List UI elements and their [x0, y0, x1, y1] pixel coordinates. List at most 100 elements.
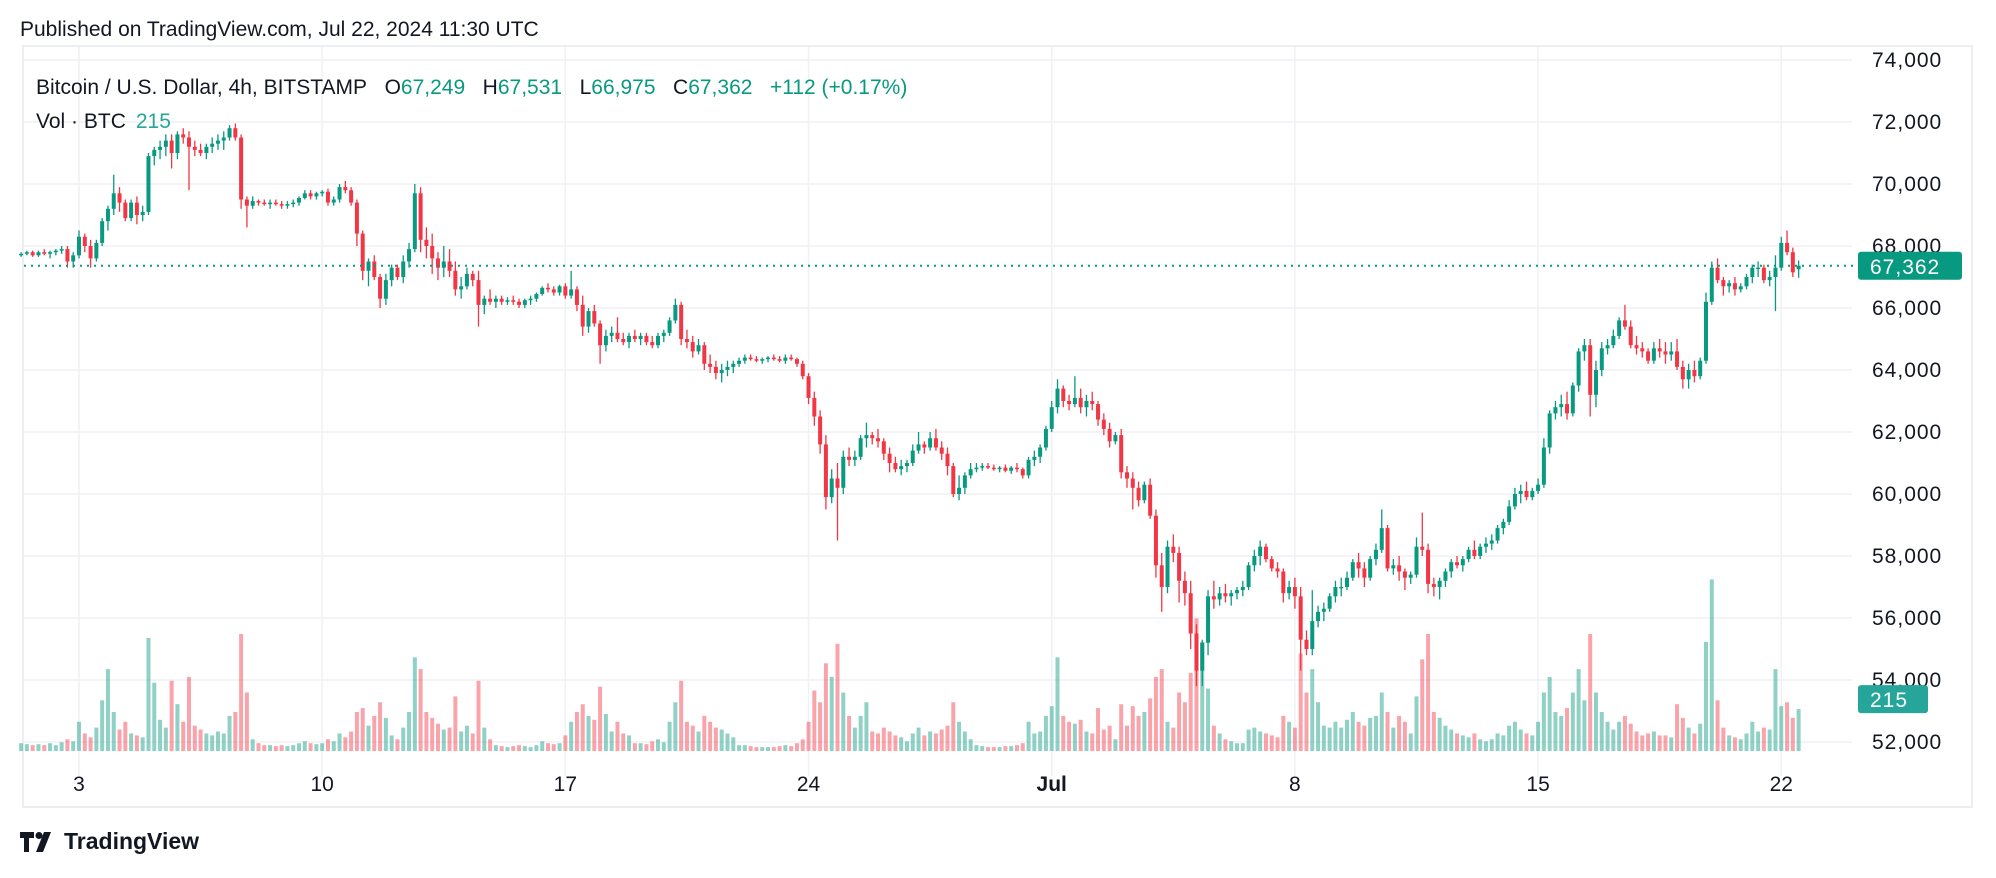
volume-bar [1512, 721, 1517, 751]
volume-bar [24, 744, 29, 751]
volume-bar [82, 733, 87, 751]
candle-body [447, 261, 452, 271]
candle-body [1686, 370, 1691, 380]
volume-bar [968, 739, 973, 751]
volume-bar [661, 742, 666, 751]
candle [696, 339, 701, 355]
price-axis[interactable]: 52,00054,00056,00058,00060,00062,00064,0… [1872, 49, 1942, 754]
candle-body [1547, 413, 1552, 448]
volume-bar [1663, 735, 1668, 751]
candle [1223, 583, 1228, 603]
candle [1588, 339, 1593, 417]
volume-bar [53, 745, 58, 751]
candle-body [1188, 593, 1193, 634]
volume-bar [702, 715, 707, 751]
candle-body [372, 261, 377, 277]
candle-body [71, 255, 76, 262]
candle [1796, 260, 1801, 278]
candle [1680, 360, 1685, 389]
candle [459, 277, 464, 299]
volume-bar [1588, 634, 1593, 751]
volume-bar [574, 712, 579, 751]
tradingview-logo[interactable]: TradingView [20, 828, 199, 855]
volume-bar [673, 702, 678, 751]
volume-bar [829, 676, 834, 751]
candle-body [482, 298, 487, 305]
candle-body [77, 236, 81, 256]
candle-body [708, 363, 713, 367]
candle-body [563, 286, 568, 296]
candle [244, 196, 249, 228]
candle [1744, 273, 1749, 290]
candle [1576, 348, 1581, 392]
volume-bar [1136, 715, 1141, 751]
volume-bar [725, 733, 730, 751]
candle-body [1339, 587, 1344, 589]
candle-body [1316, 611, 1321, 622]
volume-bar [1182, 702, 1187, 751]
candle-body [215, 140, 220, 144]
candle [1391, 559, 1396, 575]
volume-bar [163, 727, 168, 751]
volume-bar [1414, 696, 1419, 751]
candle [661, 329, 666, 343]
candle-body [673, 304, 678, 321]
volume-bar [852, 727, 857, 751]
volume-bar [169, 680, 174, 751]
candle [858, 435, 863, 460]
candle-body [1408, 574, 1413, 578]
candle-body [1402, 571, 1407, 578]
volume-bar [1049, 706, 1054, 751]
volume-bar [1669, 737, 1674, 751]
candle [1310, 590, 1315, 656]
candle-body [609, 332, 614, 336]
last-volume-badge [1858, 685, 1928, 714]
volume-bar [1640, 735, 1645, 751]
candle [279, 201, 284, 209]
volume-bar [430, 717, 435, 751]
volume-bar [1090, 733, 1095, 751]
candle [1119, 428, 1124, 479]
candle [291, 199, 296, 208]
candle [974, 463, 979, 473]
candle [1026, 456, 1031, 479]
volume-bar [354, 712, 359, 751]
candle-body [268, 202, 273, 205]
price-tick-label: 64,000 [1872, 359, 1942, 382]
candle-body [343, 187, 348, 191]
candle-body [1715, 267, 1720, 281]
candle-body [1628, 326, 1633, 346]
candle [517, 298, 522, 308]
candle-body [1524, 490, 1529, 498]
candle-body [459, 286, 464, 290]
candle-body [638, 335, 643, 339]
volume-bar [1576, 669, 1581, 751]
candle [1327, 593, 1332, 612]
candle-body [1593, 370, 1598, 395]
candle-body [783, 357, 788, 361]
candle-body [1269, 559, 1274, 569]
volume-bar [1715, 700, 1720, 751]
volume-bar [1263, 733, 1268, 751]
candle [395, 264, 400, 281]
candle-body [1368, 559, 1373, 578]
candle-body [1576, 351, 1581, 386]
volume-bar [273, 746, 278, 751]
chart-pane[interactable] [22, 45, 1973, 808]
grid [24, 47, 1852, 776]
volume-bar [1785, 702, 1790, 751]
volume-bar [1605, 721, 1610, 751]
candle-body [1721, 280, 1726, 287]
candle [1472, 540, 1477, 560]
candle-body [250, 201, 255, 206]
volume-bar [1524, 733, 1529, 751]
time-axis[interactable]: 3 10 17 24 Jul 8 15 22 [73, 773, 1793, 796]
volume-bar [1333, 721, 1338, 751]
candle [268, 199, 273, 209]
candle [65, 246, 70, 268]
candle-body [1420, 546, 1425, 550]
volume-legend: Vol · BTC 215 [36, 110, 171, 134]
candle-body [592, 311, 597, 324]
candle-body [800, 363, 805, 377]
